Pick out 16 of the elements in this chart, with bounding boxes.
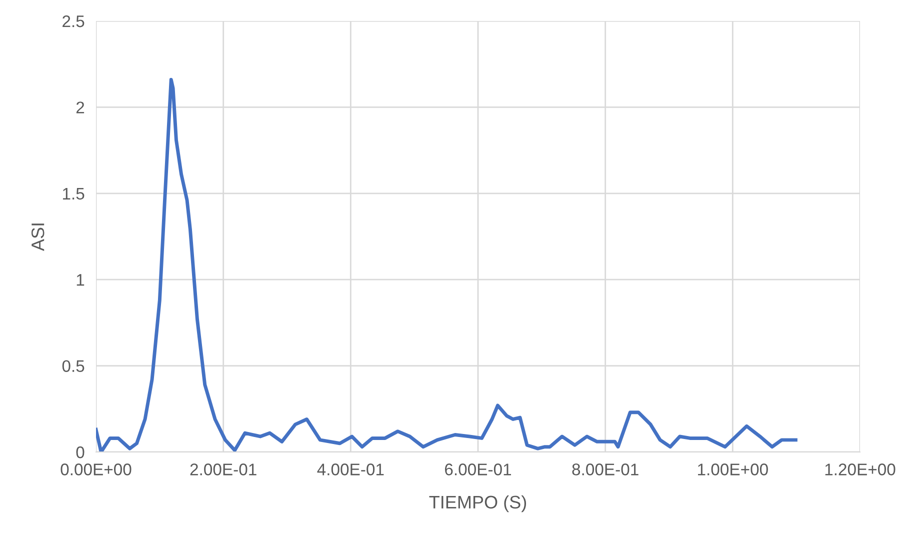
- x-tick-label: 6.00E-01: [445, 464, 512, 476]
- x-tick-label: 1.00E+00: [698, 464, 768, 476]
- y-tick-label: 0: [76, 446, 84, 458]
- x-tick-label: 4.00E-01: [317, 464, 384, 476]
- x-tick-label: 0.00E+00: [60, 464, 132, 476]
- line-series: [96, 78, 798, 452]
- y-tick-label: 1.5: [62, 188, 84, 200]
- y-axis-title: ASI: [31, 224, 44, 252]
- y-tick-label: 2.5: [62, 15, 84, 28]
- x-tick-label: 1.20E+00: [825, 464, 896, 476]
- x-tick-label: 8.00E-01: [572, 464, 638, 476]
- y-tick-label: 0.5: [62, 360, 84, 372]
- y-tick-label: 1: [76, 274, 84, 286]
- x-tick-label: 2.00E-01: [190, 464, 256, 476]
- x-axis-title: TIEMPO (S): [429, 495, 526, 512]
- y-tick-label: 2: [76, 102, 84, 114]
